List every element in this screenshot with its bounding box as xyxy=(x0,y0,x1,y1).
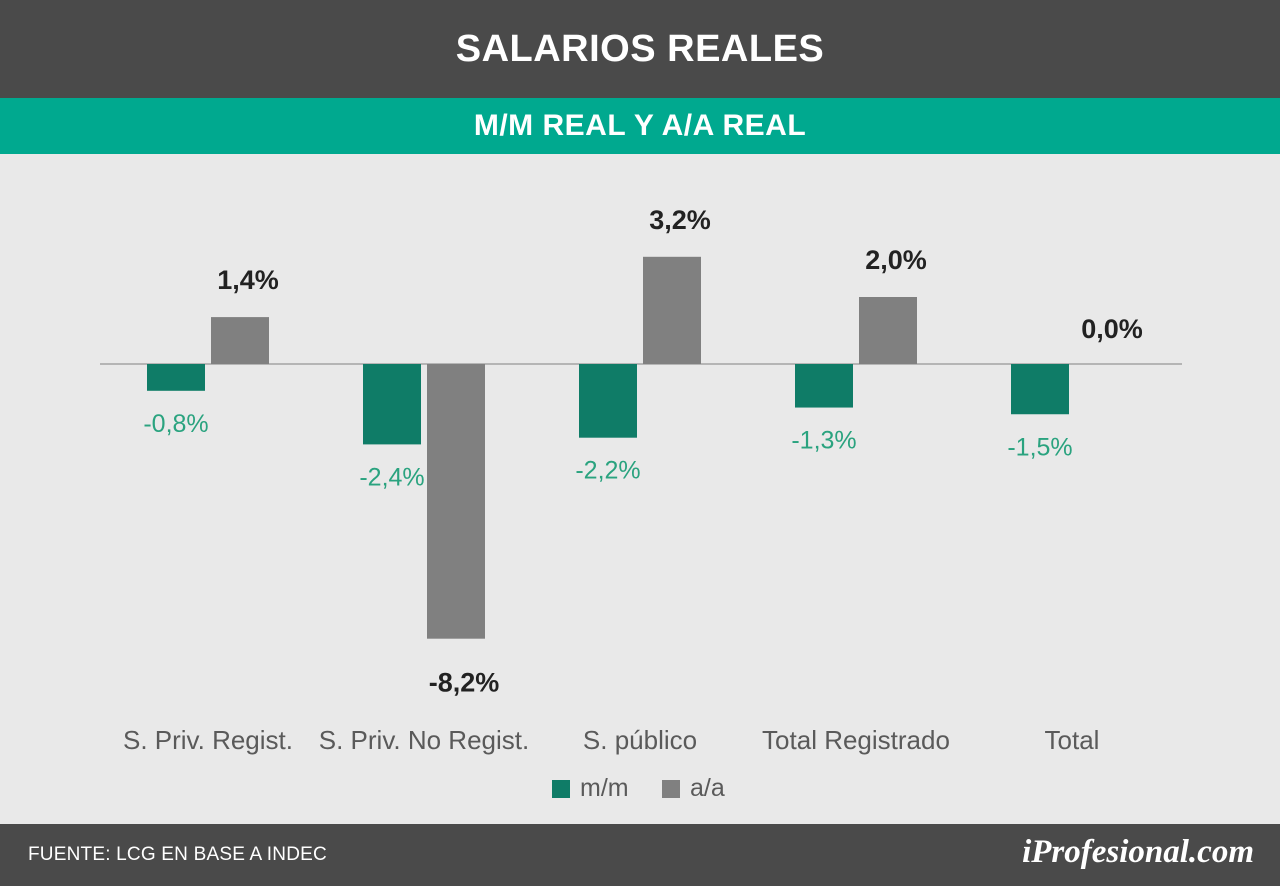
category-label-5: Total xyxy=(1045,725,1100,755)
footer: FUENTE: LCG EN BASE A INDEC iProfesional… xyxy=(0,824,1280,886)
data-label-m-m-1: -0,8% xyxy=(143,410,208,438)
category-label-2: S. Priv. No Regist. xyxy=(319,725,529,755)
bar-a-a-2 xyxy=(427,364,485,639)
bar-m-m-2 xyxy=(363,364,421,445)
source-note: FUENTE: LCG EN BASE A INDEC xyxy=(28,844,327,865)
data-label-a-a-3: 3,2% xyxy=(649,205,711,235)
category-label-1: S. Priv. Regist. xyxy=(123,725,293,755)
bar-chart: -0,8% 1,4% S. Priv. Regist. -2,4% -8,2% S. Pr… xyxy=(100,205,1182,802)
data-label-m-m-2: -2,4% xyxy=(359,463,424,491)
legend-swatch-m-m xyxy=(552,780,570,798)
legend-swatch-a-a xyxy=(662,780,680,798)
data-label-a-a-4: 2,0% xyxy=(865,245,927,275)
data-label-a-a-1: 1,4% xyxy=(217,265,279,295)
bar-a-a-3 xyxy=(643,256,701,364)
bar-m-m-1 xyxy=(147,364,205,391)
data-label-a-a-2: -8,2% xyxy=(429,668,500,698)
legend-label-a-a: a/a xyxy=(690,774,725,802)
data-label-a-a-5: 0,0% xyxy=(1081,314,1143,344)
chart-title-bar: SALARIOS REALES xyxy=(0,0,1280,98)
chart-title: SALARIOS REALES xyxy=(455,27,825,70)
legend-label-m-m: m/m xyxy=(580,774,629,802)
data-label-m-m-4: -1,3% xyxy=(791,427,856,455)
chart-subtitle: M/M REAL Y A/A REAL xyxy=(473,109,807,142)
category-label-3: S. público xyxy=(583,725,697,755)
chart-subtitle-bar: M/M REAL Y A/A REAL xyxy=(0,98,1280,154)
bar-m-m-3 xyxy=(579,364,637,438)
bar-a-a-1 xyxy=(211,317,269,364)
data-label-m-m-3: -2,2% xyxy=(575,457,640,485)
data-label-m-m-5: -1,5% xyxy=(1007,433,1072,461)
bar-m-m-5 xyxy=(1011,364,1069,415)
bar-a-a-4 xyxy=(859,297,917,364)
category-label-4: Total Registrado xyxy=(762,725,950,755)
brand-logo: iProfesional.com xyxy=(1022,834,1254,870)
bar-m-m-4 xyxy=(795,364,853,408)
